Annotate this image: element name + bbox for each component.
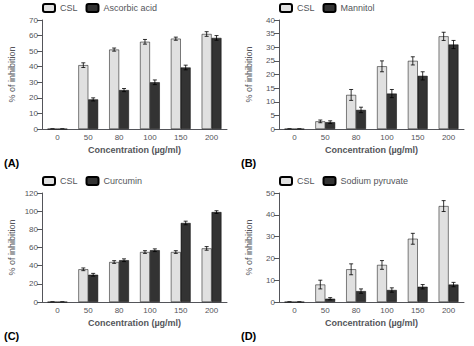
svg-text:30: 30 <box>266 232 275 241</box>
svg-text:100: 100 <box>380 133 394 142</box>
svg-text:0: 0 <box>55 133 60 142</box>
svg-text:80: 80 <box>29 225 38 234</box>
svg-text:CSL: CSL <box>297 176 315 186</box>
svg-text:50: 50 <box>266 189 275 198</box>
svg-text:200: 200 <box>205 133 219 142</box>
svg-text:CSL: CSL <box>297 3 315 13</box>
svg-text:40: 40 <box>266 210 275 219</box>
svg-text:0: 0 <box>292 306 297 315</box>
svg-text:100: 100 <box>143 133 157 142</box>
svg-text:Concentration (µg/ml): Concentration (µg/ml) <box>325 318 418 328</box>
svg-text:25: 25 <box>266 56 275 65</box>
svg-text:15: 15 <box>266 84 275 93</box>
svg-text:% of inhibition: % of inhibition <box>7 46 17 102</box>
svg-text:% of inhibition: % of inhibition <box>7 219 17 275</box>
svg-text:10: 10 <box>29 109 38 118</box>
svg-text:50: 50 <box>84 306 93 315</box>
svg-text:0: 0 <box>271 125 276 134</box>
svg-text:150: 150 <box>411 133 425 142</box>
svg-text:30: 30 <box>266 43 275 52</box>
svg-text:Concentration (µg/ml): Concentration (µg/ml) <box>88 145 181 155</box>
svg-text:50: 50 <box>321 306 330 315</box>
svg-text:150: 150 <box>174 133 188 142</box>
svg-text:40: 40 <box>266 16 275 25</box>
svg-text:80: 80 <box>352 133 361 142</box>
svg-text:20: 20 <box>29 93 38 102</box>
svg-text:20: 20 <box>29 279 38 288</box>
svg-text:60: 60 <box>29 31 38 40</box>
svg-text:50: 50 <box>84 133 93 142</box>
svg-text:200: 200 <box>442 133 456 142</box>
svg-text:0: 0 <box>34 125 39 134</box>
svg-text:(D): (D) <box>241 330 257 342</box>
svg-text:Mannitol: Mannitol <box>341 3 375 13</box>
svg-text:20: 20 <box>266 70 275 79</box>
svg-text:CSL: CSL <box>60 3 78 13</box>
svg-text:150: 150 <box>174 306 188 315</box>
svg-text:80: 80 <box>115 133 124 142</box>
svg-text:35: 35 <box>266 29 275 38</box>
svg-text:100: 100 <box>25 207 39 216</box>
svg-text:0: 0 <box>292 133 297 142</box>
svg-text:% of inhibition: % of inhibition <box>244 46 254 102</box>
svg-text:60: 60 <box>29 243 38 252</box>
svg-text:0: 0 <box>55 306 60 315</box>
svg-text:40: 40 <box>29 261 38 270</box>
svg-text:(B): (B) <box>241 157 257 169</box>
svg-text:CSL: CSL <box>60 176 78 186</box>
svg-text:120: 120 <box>25 189 39 198</box>
svg-text:100: 100 <box>380 306 394 315</box>
svg-text:10: 10 <box>266 97 275 106</box>
svg-text:0: 0 <box>34 298 39 307</box>
svg-text:Sodium pyruvate: Sodium pyruvate <box>341 176 409 186</box>
svg-text:80: 80 <box>115 306 124 315</box>
svg-text:(A): (A) <box>4 157 20 169</box>
svg-text:Concentration (µg/ml): Concentration (µg/ml) <box>325 145 418 155</box>
svg-text:Curcumin: Curcumin <box>104 176 143 186</box>
svg-text:Ascorbic acid: Ascorbic acid <box>104 3 158 13</box>
svg-text:(C): (C) <box>4 330 20 342</box>
svg-text:Concentration (µg/ml): Concentration (µg/ml) <box>88 318 181 328</box>
svg-text:10: 10 <box>266 276 275 285</box>
svg-text:100: 100 <box>143 306 157 315</box>
svg-text:150: 150 <box>411 306 425 315</box>
svg-text:20: 20 <box>266 254 275 263</box>
svg-text:50: 50 <box>29 47 38 56</box>
svg-text:% of inhibition: % of inhibition <box>244 219 254 275</box>
svg-text:80: 80 <box>352 306 361 315</box>
svg-text:50: 50 <box>321 133 330 142</box>
svg-text:40: 40 <box>29 62 38 71</box>
svg-text:5: 5 <box>271 111 276 120</box>
svg-text:200: 200 <box>205 306 219 315</box>
svg-text:70: 70 <box>29 16 38 25</box>
svg-text:30: 30 <box>29 78 38 87</box>
svg-text:200: 200 <box>442 306 456 315</box>
svg-text:0: 0 <box>271 298 276 307</box>
